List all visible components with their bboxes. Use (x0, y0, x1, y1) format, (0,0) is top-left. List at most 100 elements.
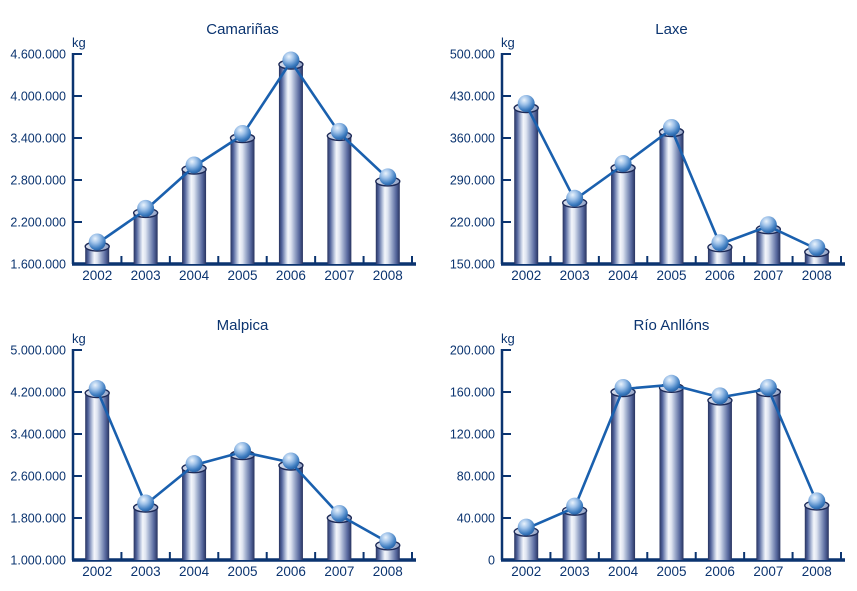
chart-title: Camariñas (206, 21, 279, 38)
data-point-marker (662, 119, 680, 136)
data-point-marker (807, 239, 825, 256)
y-tick-label: 1.600.000 (10, 258, 66, 272)
x-axis-label: 2004 (179, 564, 210, 579)
y-tick-label: 2.800.000 (10, 174, 66, 188)
y-tick-label: 4.200.000 (10, 385, 66, 399)
unit-label: kg (72, 35, 86, 50)
x-axis-label: 2002 (82, 564, 112, 579)
x-axis-label: 2004 (608, 564, 639, 579)
unit-label: kg (501, 35, 515, 50)
y-tick-label: 80.000 (456, 469, 494, 483)
x-axis-label: 2003 (559, 268, 589, 283)
y-tick-label: 500.000 (449, 48, 494, 62)
bar (85, 392, 110, 560)
chart-laxe: Laxe kg 500.000 430.000 360.000 290.000 220.00… (429, 0, 857, 295)
x-axis-label: 2008 (801, 268, 831, 283)
x-axis-label: 2008 (801, 564, 831, 579)
data-point-marker (807, 491, 825, 509)
chart-title: Malpica (217, 317, 269, 334)
data-point-marker (234, 125, 251, 142)
y-tick-label: 5.000.000 (10, 343, 66, 357)
data-point-marker (759, 216, 777, 234)
y-tick-label: 120.000 (449, 427, 494, 441)
y-tick-label: 200.000 (449, 343, 494, 357)
bar (230, 138, 255, 264)
x-axis-label: 2004 (608, 268, 639, 283)
y-tick-label: 150.000 (449, 258, 494, 272)
x-axis-label: 2008 (373, 564, 403, 579)
x-axis-label: 2007 (324, 268, 354, 283)
bar (327, 135, 352, 264)
data-point-marker (282, 452, 300, 469)
data-point-marker (565, 497, 583, 515)
data-point-marker (759, 378, 777, 396)
y-tick-label: 160.000 (449, 385, 494, 399)
bar (562, 510, 587, 560)
chart-svg: Malpica kg 5.000.000 4.200.000 3.400.000 2.60… (10, 317, 416, 579)
y-tick-label: 1.800.000 (10, 511, 66, 525)
data-point-marker (710, 234, 728, 252)
y-tick-label: 3.400.000 (10, 132, 66, 146)
bar (182, 467, 207, 560)
data-point-marker (234, 441, 251, 459)
data-point-marker (565, 189, 583, 207)
x-axis-label: 2005 (656, 268, 686, 283)
data-point-marker (662, 374, 680, 392)
data-point-marker (517, 95, 535, 112)
bar (375, 181, 400, 264)
data-point-marker (185, 156, 203, 174)
y-tick-label: 2.600.000 (10, 469, 66, 483)
data-point-marker (282, 51, 300, 69)
y-tick-label: 290.000 (449, 174, 494, 188)
x-axis-label: 2006 (704, 564, 734, 579)
bar (230, 454, 255, 560)
x-axis-label: 2003 (131, 268, 161, 283)
bar (327, 517, 352, 560)
x-axis-label: 2006 (276, 268, 306, 283)
y-tick-label: 0 (488, 553, 495, 567)
data-point-marker (185, 454, 203, 472)
bar (659, 387, 683, 560)
data-point-marker (614, 378, 632, 396)
data-point-marker (710, 386, 728, 404)
x-axis-label: 2002 (511, 268, 541, 283)
y-tick-label: 430.000 (449, 90, 494, 104)
bar (133, 507, 158, 560)
x-axis-label: 2008 (373, 268, 403, 283)
bar (659, 132, 683, 264)
x-axis-label: 2005 (227, 564, 257, 579)
data-point-marker (379, 168, 397, 186)
chart-svg: Laxe kg 500.000 430.000 360.000 290.000 220.00… (449, 21, 845, 283)
chart-svg: Río Anllóns kg 200.000 160.000 120.000 80.000… (449, 317, 845, 579)
bar (610, 168, 635, 264)
bar (278, 465, 303, 560)
x-axis-label: 2006 (276, 564, 306, 579)
data-point-marker (330, 122, 348, 140)
y-tick-label: 4.000.000 (10, 90, 66, 104)
x-axis-label: 2004 (179, 268, 210, 283)
y-tick-label: 1.000.000 (10, 553, 66, 567)
bar (707, 399, 732, 560)
data-point-marker (379, 531, 397, 549)
data-point-marker (137, 199, 155, 217)
data-point-marker (137, 494, 155, 511)
chart-malpica: Malpica kg 5.000.000 4.200.000 3.400.000 2.60… (0, 296, 428, 591)
data-point-marker (517, 518, 535, 536)
chart-svg: Camariñas kg 4.600.000 4.000.000 3.400.000 2.… (10, 21, 416, 283)
bar (278, 64, 303, 264)
x-axis-label: 2005 (227, 268, 257, 283)
chart-rio-anllons: Río Anllóns kg 200.000 160.000 120.000 80.000… (429, 296, 857, 591)
y-tick-label: 4.600.000 (10, 48, 66, 62)
data-point-marker (330, 504, 348, 522)
bar (610, 391, 635, 560)
data-point-marker (88, 379, 106, 397)
x-axis-label: 2003 (131, 564, 161, 579)
y-tick-label: 360.000 (449, 132, 494, 146)
data-point-marker (614, 155, 632, 172)
y-tick-label: 3.400.000 (10, 427, 66, 441)
x-axis-label: 2007 (753, 564, 783, 579)
x-axis-label: 2006 (704, 268, 734, 283)
x-axis-label: 2002 (82, 268, 112, 283)
bar (133, 212, 158, 264)
y-tick-label: 2.200.000 (10, 216, 66, 230)
